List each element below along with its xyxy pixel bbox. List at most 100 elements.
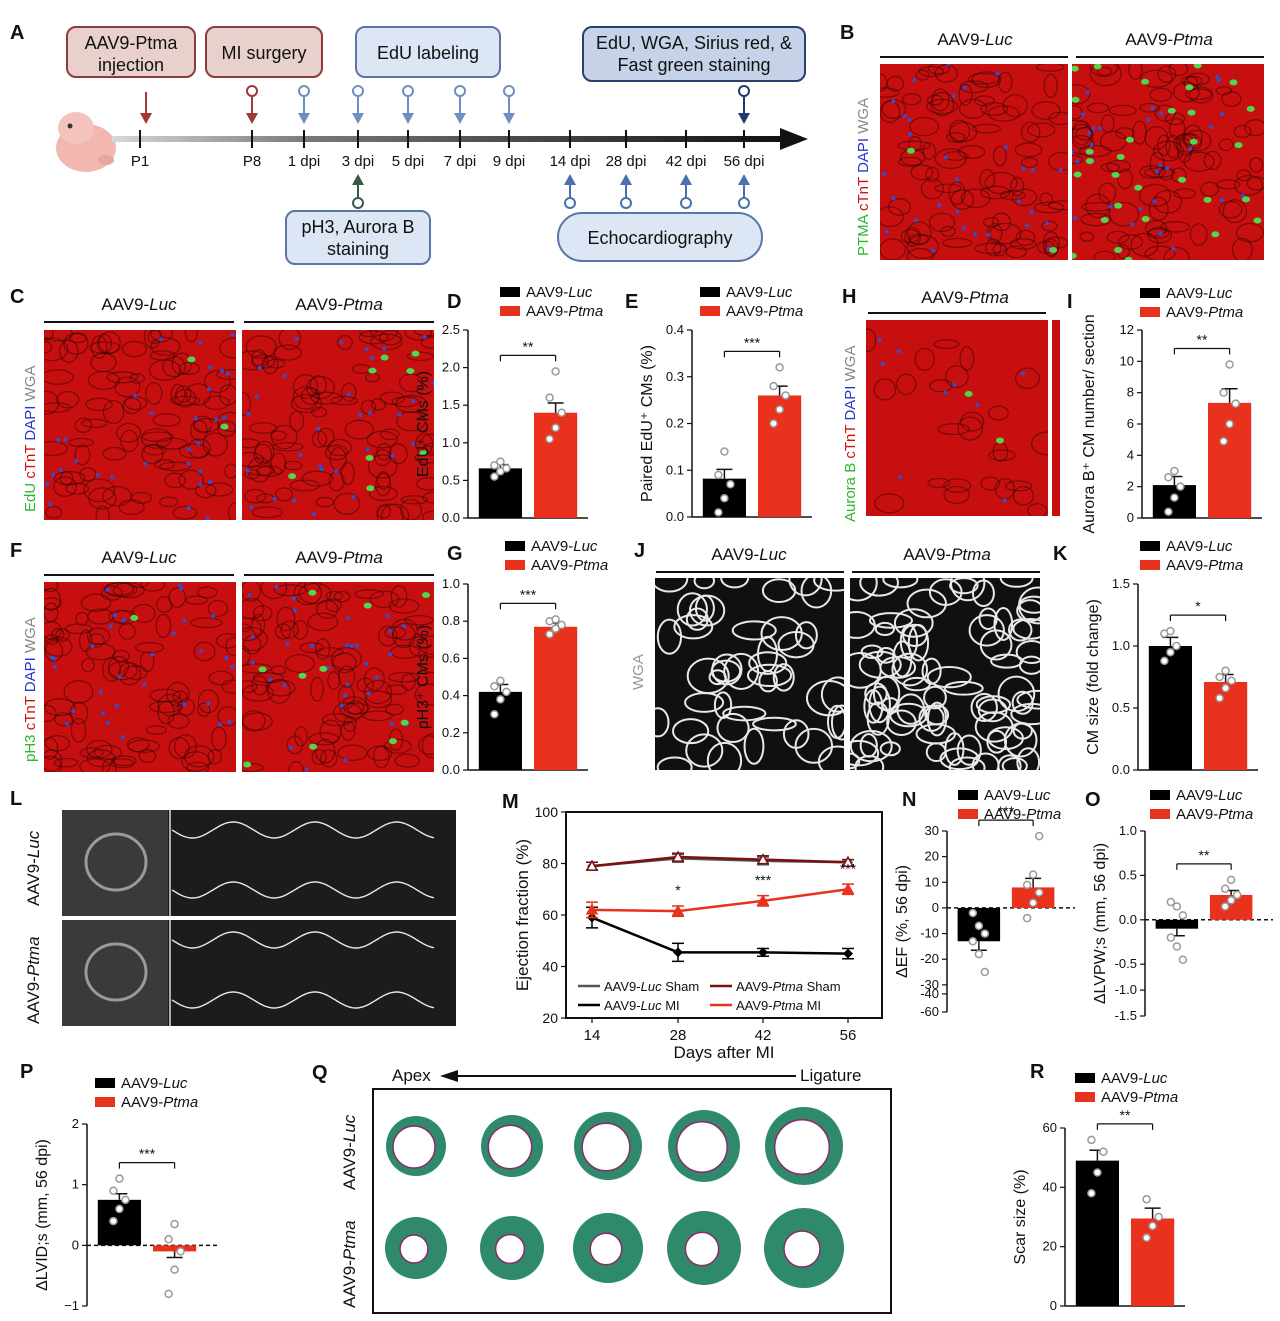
- data-point: [769, 381, 778, 391]
- cell-outline: [1041, 220, 1058, 232]
- cell-outline: [1033, 201, 1065, 214]
- nucleus-dot: [90, 643, 95, 648]
- legend-label-ptma: AAV9-Ptma: [984, 806, 1061, 823]
- micrograph-j-ptma: [850, 578, 1040, 770]
- data-point: [109, 1216, 118, 1226]
- membrane-outline: [850, 752, 861, 770]
- nucleus-dot: [370, 355, 375, 360]
- membrane-outline: [684, 692, 725, 713]
- panel-label-r: R: [1030, 1061, 1045, 1083]
- cell-outline: [215, 633, 236, 649]
- heart-lumen: [684, 1231, 720, 1267]
- timeline-tick-label: P1: [131, 153, 149, 170]
- membrane-outline: [879, 741, 901, 757]
- membrane-outline: [672, 718, 710, 745]
- y-tick-label: 60: [542, 907, 558, 923]
- cell-outline: [1072, 135, 1095, 155]
- data-point: [1028, 898, 1038, 908]
- arrow-head: [738, 174, 750, 185]
- nucleus-dot: [222, 415, 227, 420]
- panel-label-a: A: [10, 22, 25, 44]
- cell-outline: [1108, 104, 1137, 117]
- cell-outline: [959, 80, 989, 94]
- cell-outline: [106, 371, 139, 384]
- cell-outline: [171, 352, 192, 376]
- cell-outline: [958, 83, 973, 106]
- membrane-outline: [685, 607, 709, 631]
- cell-outline: [270, 430, 287, 441]
- cell-outline: [354, 589, 384, 599]
- data-point: [115, 1204, 124, 1214]
- nucleus-dot: [354, 643, 359, 648]
- cell-outline: [81, 658, 95, 673]
- data-point: [758, 947, 768, 958]
- cell-outline: [1048, 111, 1068, 126]
- legend-swatch-ptma: [500, 306, 520, 316]
- membrane-outline: [850, 739, 880, 767]
- y-tick-label: 0.4: [666, 322, 684, 337]
- cell-outline: [985, 238, 1002, 257]
- data-point: [1160, 656, 1169, 666]
- cell-outline: [327, 671, 341, 690]
- y-axis-label: ΔLVID;s (mm, 56 dpi): [34, 1139, 51, 1291]
- legend-swatch-ptma: [700, 306, 720, 316]
- cell-outline: [308, 732, 340, 746]
- cell-outline: [59, 339, 79, 363]
- data-point: [1172, 942, 1182, 951]
- y-tick-label: 0.0: [442, 510, 460, 525]
- echo-wall-trace: [171, 991, 435, 1009]
- cell-outline: [69, 332, 88, 344]
- cell-outline: [251, 349, 267, 367]
- heart-lumen: [399, 1234, 429, 1264]
- data-point: [1028, 870, 1038, 879]
- cell-outline: [909, 117, 940, 137]
- cell-outline: [1027, 503, 1048, 516]
- cell-outline: [205, 482, 234, 497]
- x-tick-label: 14: [584, 1027, 601, 1044]
- nucleus-dot: [120, 734, 125, 739]
- cell-outline: [130, 491, 153, 504]
- cell-outline: [422, 510, 434, 520]
- cell-outline: [217, 706, 236, 727]
- cell-outline: [252, 672, 285, 684]
- nucleus-dot: [891, 99, 896, 104]
- cell-outline: [55, 628, 70, 642]
- cell-outline: [1100, 114, 1115, 133]
- nucleus-dot: [179, 586, 184, 591]
- nucleus-dot: [250, 660, 255, 665]
- nucleus-dot: [225, 371, 230, 376]
- echo-image-luc: [62, 810, 456, 916]
- nucleus-dot: [98, 690, 103, 695]
- cell-outline: [1183, 124, 1203, 149]
- cell-outline: [164, 472, 186, 489]
- data-point: [496, 695, 505, 704]
- cell-outline: [101, 758, 117, 772]
- cell-outline: [422, 491, 434, 504]
- cell-outline: [1218, 200, 1243, 219]
- timeline-tick-label: 7 dpi: [444, 153, 477, 170]
- cell-outline: [310, 406, 328, 418]
- cell-outline: [363, 667, 385, 691]
- nucleus-dot: [177, 583, 182, 588]
- cell-outline: [44, 402, 72, 413]
- data-point: [1166, 626, 1175, 636]
- nucleus-dot: [1241, 193, 1246, 198]
- y-tick-label: 0: [72, 1237, 79, 1252]
- data-point: [551, 615, 560, 624]
- cell-outline: [1138, 183, 1172, 208]
- chart-K: K 0.0 0.5 1.0 1.5 CM size (fold change) *: [1053, 543, 1258, 777]
- bar-luc: [1075, 1160, 1119, 1306]
- nucleus-dot: [71, 708, 76, 713]
- cell-outline: [174, 734, 198, 759]
- nucleus-dot: [282, 683, 287, 688]
- membrane-outline: [713, 691, 733, 719]
- cell-outline: [112, 582, 145, 599]
- nucleus-dot: [51, 472, 56, 477]
- cell-outline: [1020, 121, 1041, 143]
- membrane-outline: [868, 612, 914, 629]
- nucleus-dot: [390, 453, 395, 458]
- cell-outline: [1183, 151, 1215, 172]
- timeline-tick-label: 42 dpi: [666, 153, 707, 170]
- cell-outline: [339, 696, 369, 719]
- nucleus-dot: [257, 365, 262, 370]
